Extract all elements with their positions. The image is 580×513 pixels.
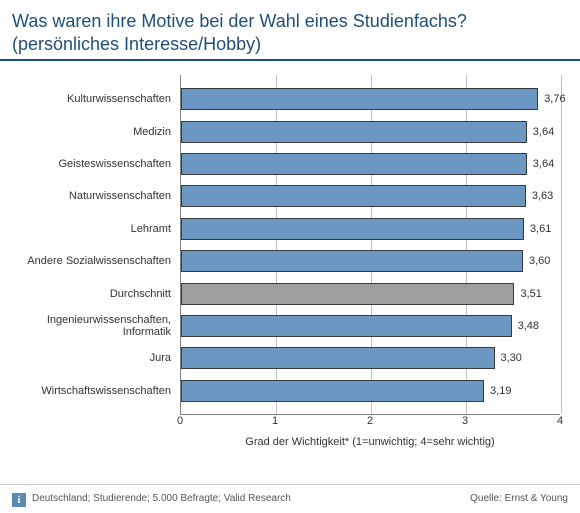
plot-region: 3,763,643,643,633,613,603,513,483,303,19 [180, 75, 560, 415]
category-label: Naturwissenschaften [10, 190, 175, 202]
value-label: 3,64 [529, 126, 554, 138]
bar [181, 88, 538, 110]
x-tick-label: 3 [462, 415, 468, 427]
category-label: Lehramt [10, 223, 175, 235]
value-label: 3,64 [529, 158, 554, 170]
x-tick-label: 4 [557, 415, 563, 427]
x-tick-label: 2 [367, 415, 373, 427]
bar [181, 347, 495, 369]
x-tick-label: 1 [272, 415, 278, 427]
x-axis-title: Grad der Wichtigkeit* (1=unwichtig; 4=se… [180, 436, 560, 448]
x-tick-label: 0 [177, 415, 183, 427]
value-label: 3,51 [516, 288, 541, 300]
value-label: 3,60 [525, 255, 550, 267]
bar [181, 315, 512, 337]
footer-note-left: Deutschland; Studierende; 5.000 Befragte… [32, 493, 291, 504]
category-label: Jura [10, 352, 175, 364]
bar [181, 153, 527, 175]
value-label: 3,30 [497, 352, 522, 364]
bar [181, 121, 527, 143]
category-label: Kulturwissenschaften [10, 93, 175, 105]
bar [181, 185, 526, 207]
category-label: Ingenieurwissenschaften, Informatik [10, 314, 175, 338]
info-icon: i [12, 493, 26, 507]
category-label: Durchschnitt [10, 288, 175, 300]
value-label: 3,48 [514, 320, 539, 332]
bar [181, 283, 514, 305]
bar [181, 380, 484, 402]
footer-note-right: Quelle: Ernst & Young [470, 493, 568, 504]
category-label: Geisteswissenschaften [10, 158, 175, 170]
category-label: Medizin [10, 126, 175, 138]
category-label: Andere Sozialwissenschaften [10, 255, 175, 267]
category-label: Wirtschaftswissenschaften [10, 385, 175, 397]
footer: i Deutschland; Studierende; 5.000 Befrag… [0, 484, 580, 507]
value-label: 3,76 [540, 93, 565, 105]
chart-title: Was waren ihre Motive bei der Wahl eines… [0, 0, 580, 61]
chart-area: 3,76 3,64 3,64 3,63 3,61 3,60 3,51 3,48 3,30 3,19… [10, 67, 570, 447]
value-label: 3,61 [526, 223, 551, 235]
value-label: 3,19 [486, 385, 511, 397]
bar [181, 218, 524, 240]
bar [181, 250, 523, 272]
gridline [561, 75, 562, 414]
value-label: 3,63 [528, 190, 553, 202]
